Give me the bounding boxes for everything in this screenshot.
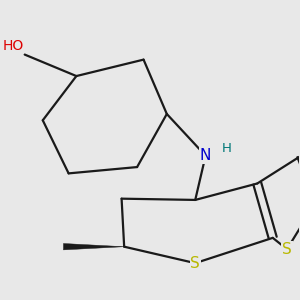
Text: N: N	[200, 148, 211, 163]
Text: S: S	[282, 242, 292, 257]
Text: H: H	[222, 142, 231, 155]
Polygon shape	[63, 244, 124, 250]
Text: S: S	[190, 256, 200, 271]
Text: HO: HO	[2, 39, 24, 53]
